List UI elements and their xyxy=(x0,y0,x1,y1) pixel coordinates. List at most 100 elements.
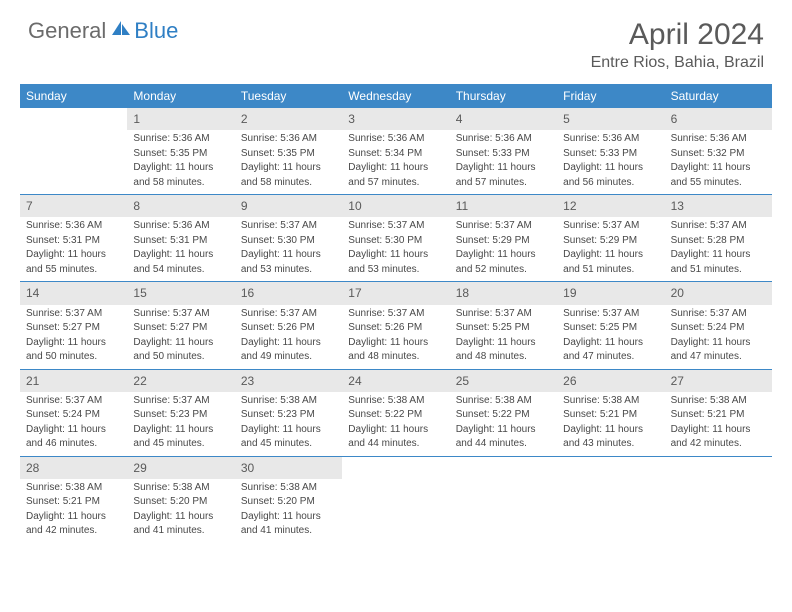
sunset-text: Sunset: 5:22 PM xyxy=(456,408,551,422)
day-info: Sunrise: 5:38 AMSunset: 5:23 PMDaylight:… xyxy=(235,394,342,451)
day-info: Sunrise: 5:38 AMSunset: 5:22 PMDaylight:… xyxy=(450,394,557,451)
day-info: Sunrise: 5:36 AMSunset: 5:33 PMDaylight:… xyxy=(450,132,557,189)
sunrise-text: Sunrise: 5:36 AM xyxy=(241,132,336,146)
day-number: 20 xyxy=(665,282,772,304)
weekday-header: Thursday xyxy=(450,84,557,108)
sunrise-text: Sunrise: 5:37 AM xyxy=(671,219,766,233)
sunset-text: Sunset: 5:21 PM xyxy=(671,408,766,422)
daylight-text-2: and 51 minutes. xyxy=(563,263,658,277)
sunset-text: Sunset: 5:23 PM xyxy=(241,408,336,422)
daylight-text-1: Daylight: 11 hours xyxy=(348,336,443,350)
location-text: Entre Rios, Bahia, Brazil xyxy=(591,54,764,72)
day-cell: 28Sunrise: 5:38 AMSunset: 5:21 PMDayligh… xyxy=(20,457,127,543)
daylight-text-1: Daylight: 11 hours xyxy=(26,248,121,262)
day-cell: 29Sunrise: 5:38 AMSunset: 5:20 PMDayligh… xyxy=(127,457,234,543)
daylight-text-1: Daylight: 11 hours xyxy=(26,336,121,350)
sunset-text: Sunset: 5:29 PM xyxy=(456,234,551,248)
day-number: 16 xyxy=(235,282,342,304)
day-number: 10 xyxy=(342,195,449,217)
logo-sail-icon xyxy=(110,19,132,44)
day-number: 26 xyxy=(557,370,664,392)
day-cell: 22Sunrise: 5:37 AMSunset: 5:23 PMDayligh… xyxy=(127,370,234,456)
week-row: 21Sunrise: 5:37 AMSunset: 5:24 PMDayligh… xyxy=(20,370,772,457)
sunrise-text: Sunrise: 5:37 AM xyxy=(26,307,121,321)
day-cell: 2Sunrise: 5:36 AMSunset: 5:35 PMDaylight… xyxy=(235,108,342,194)
sunrise-text: Sunrise: 5:37 AM xyxy=(133,394,228,408)
sunrise-text: Sunrise: 5:38 AM xyxy=(241,394,336,408)
daylight-text-2: and 54 minutes. xyxy=(133,263,228,277)
logo-text-blue: Blue xyxy=(134,18,178,44)
daylight-text-2: and 41 minutes. xyxy=(133,524,228,538)
daylight-text-2: and 55 minutes. xyxy=(26,263,121,277)
weekday-header: Wednesday xyxy=(342,84,449,108)
day-info: Sunrise: 5:36 AMSunset: 5:35 PMDaylight:… xyxy=(235,132,342,189)
daylight-text-2: and 42 minutes. xyxy=(26,524,121,538)
daylight-text-2: and 58 minutes. xyxy=(241,176,336,190)
day-info: Sunrise: 5:37 AMSunset: 5:29 PMDaylight:… xyxy=(557,219,664,276)
day-info: Sunrise: 5:37 AMSunset: 5:26 PMDaylight:… xyxy=(235,307,342,364)
daylight-text-2: and 42 minutes. xyxy=(671,437,766,451)
sunset-text: Sunset: 5:25 PM xyxy=(456,321,551,335)
weekday-header: Monday xyxy=(127,84,234,108)
daylight-text-2: and 50 minutes. xyxy=(133,350,228,364)
daylight-text-1: Daylight: 11 hours xyxy=(133,423,228,437)
day-cell: 18Sunrise: 5:37 AMSunset: 5:25 PMDayligh… xyxy=(450,282,557,368)
daylight-text-1: Daylight: 11 hours xyxy=(241,248,336,262)
sunset-text: Sunset: 5:34 PM xyxy=(348,147,443,161)
sunset-text: Sunset: 5:24 PM xyxy=(671,321,766,335)
daylight-text-1: Daylight: 11 hours xyxy=(26,510,121,524)
daylight-text-2: and 46 minutes. xyxy=(26,437,121,451)
daylight-text-1: Daylight: 11 hours xyxy=(241,336,336,350)
sunset-text: Sunset: 5:20 PM xyxy=(241,495,336,509)
daylight-text-2: and 57 minutes. xyxy=(456,176,551,190)
day-cell: 19Sunrise: 5:37 AMSunset: 5:25 PMDayligh… xyxy=(557,282,664,368)
weekday-header-row: SundayMondayTuesdayWednesdayThursdayFrid… xyxy=(20,84,772,108)
day-number: 8 xyxy=(127,195,234,217)
sunrise-text: Sunrise: 5:37 AM xyxy=(563,307,658,321)
header: General Blue April 2024 Entre Rios, Bahi… xyxy=(0,0,792,78)
daylight-text-1: Daylight: 11 hours xyxy=(671,248,766,262)
sunset-text: Sunset: 5:32 PM xyxy=(671,147,766,161)
title-block: April 2024 Entre Rios, Bahia, Brazil xyxy=(591,18,764,72)
page-title: April 2024 xyxy=(591,18,764,52)
day-info: Sunrise: 5:37 AMSunset: 5:28 PMDaylight:… xyxy=(665,219,772,276)
week-row: 7Sunrise: 5:36 AMSunset: 5:31 PMDaylight… xyxy=(20,195,772,282)
day-info: Sunrise: 5:37 AMSunset: 5:26 PMDaylight:… xyxy=(342,307,449,364)
daylight-text-1: Daylight: 11 hours xyxy=(348,248,443,262)
daylight-text-1: Daylight: 11 hours xyxy=(348,161,443,175)
sunrise-text: Sunrise: 5:38 AM xyxy=(563,394,658,408)
sunrise-text: Sunrise: 5:37 AM xyxy=(671,307,766,321)
daylight-text-2: and 51 minutes. xyxy=(671,263,766,277)
daylight-text-1: Daylight: 11 hours xyxy=(671,161,766,175)
day-number: 23 xyxy=(235,370,342,392)
day-info: Sunrise: 5:36 AMSunset: 5:32 PMDaylight:… xyxy=(665,132,772,189)
day-info: Sunrise: 5:38 AMSunset: 5:22 PMDaylight:… xyxy=(342,394,449,451)
sunset-text: Sunset: 5:29 PM xyxy=(563,234,658,248)
logo-text-general: General xyxy=(28,18,106,44)
day-info: Sunrise: 5:37 AMSunset: 5:24 PMDaylight:… xyxy=(20,394,127,451)
sunset-text: Sunset: 5:21 PM xyxy=(26,495,121,509)
sunset-text: Sunset: 5:23 PM xyxy=(133,408,228,422)
day-cell xyxy=(665,457,772,543)
weekday-header: Sunday xyxy=(20,84,127,108)
sunset-text: Sunset: 5:31 PM xyxy=(26,234,121,248)
sunrise-text: Sunrise: 5:36 AM xyxy=(348,132,443,146)
sunrise-text: Sunrise: 5:38 AM xyxy=(241,481,336,495)
day-number: 19 xyxy=(557,282,664,304)
daylight-text-2: and 43 minutes. xyxy=(563,437,658,451)
daylight-text-2: and 53 minutes. xyxy=(348,263,443,277)
sunset-text: Sunset: 5:25 PM xyxy=(563,321,658,335)
daylight-text-2: and 57 minutes. xyxy=(348,176,443,190)
day-number: 13 xyxy=(665,195,772,217)
daylight-text-2: and 48 minutes. xyxy=(348,350,443,364)
day-cell: 17Sunrise: 5:37 AMSunset: 5:26 PMDayligh… xyxy=(342,282,449,368)
daylight-text-2: and 44 minutes. xyxy=(348,437,443,451)
day-info: Sunrise: 5:38 AMSunset: 5:20 PMDaylight:… xyxy=(235,481,342,538)
sunset-text: Sunset: 5:33 PM xyxy=(456,147,551,161)
daylight-text-2: and 50 minutes. xyxy=(26,350,121,364)
day-cell: 30Sunrise: 5:38 AMSunset: 5:20 PMDayligh… xyxy=(235,457,342,543)
day-number: 25 xyxy=(450,370,557,392)
sunset-text: Sunset: 5:31 PM xyxy=(133,234,228,248)
day-cell: 25Sunrise: 5:38 AMSunset: 5:22 PMDayligh… xyxy=(450,370,557,456)
day-number: 6 xyxy=(665,108,772,130)
